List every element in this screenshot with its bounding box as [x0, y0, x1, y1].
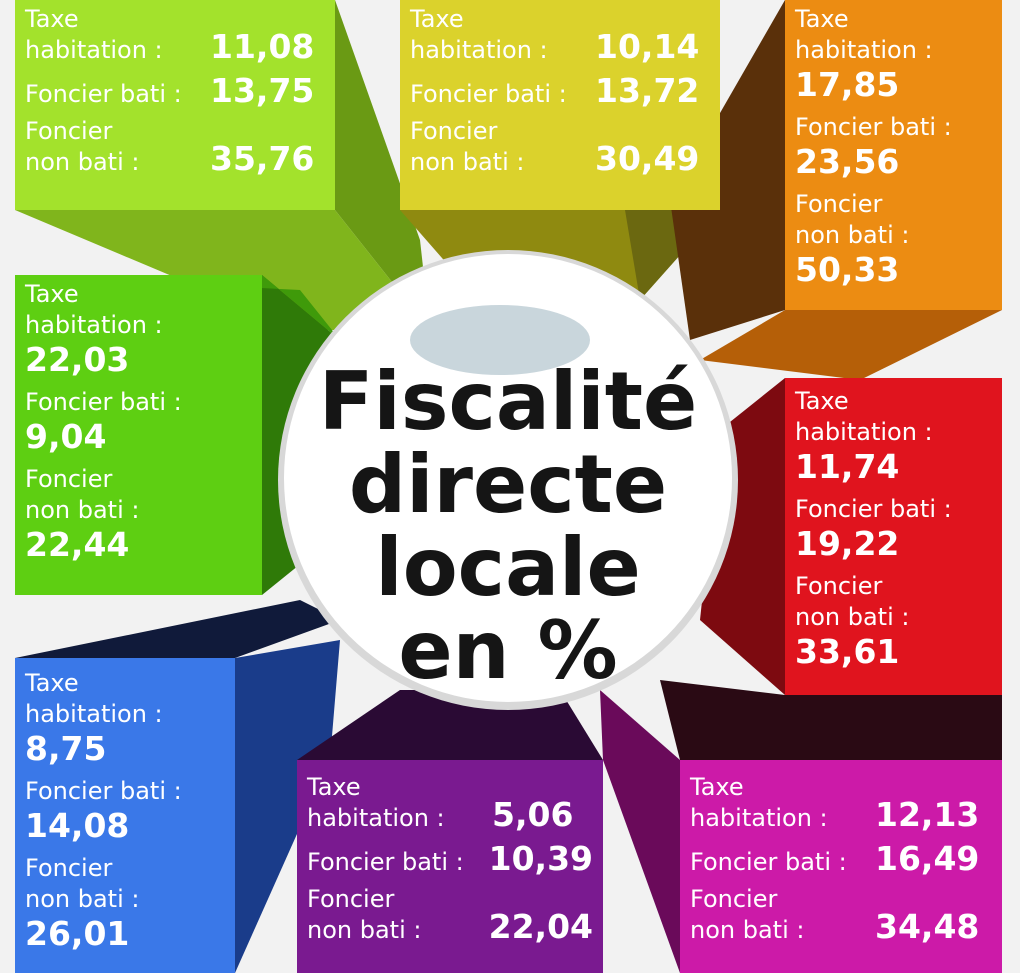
tax-row: Foncier bati : 13,72	[410, 72, 710, 110]
extrusion	[670, 0, 785, 340]
tax-value: 33,61	[795, 632, 900, 671]
tax-row: Foncier non bati : 35,76	[25, 116, 325, 178]
tax-row: Foncier bati :14,08	[25, 776, 225, 845]
tax-box: Taxe habitation :11,74 Foncier bati :19,2…	[785, 378, 1002, 695]
tax-row: Taxe habitation :11,74	[795, 386, 992, 486]
tax-row: Taxe habitation :22,03	[25, 279, 252, 379]
tax-label: Foncier non bati :	[25, 854, 140, 913]
tax-value: 10,14	[595, 27, 700, 66]
tax-row: Foncier bati : 10,39	[307, 840, 593, 878]
tax-row: Foncier non bati : 22,04	[307, 884, 593, 946]
tax-label: Taxe habitation :	[25, 280, 163, 339]
tax-label: Taxe habitation :	[25, 669, 163, 728]
tax-value: 35,76	[210, 139, 315, 178]
tax-row: Foncier non bati :50,33	[795, 189, 992, 289]
tax-value: 8,75	[25, 729, 107, 768]
tax-label: Foncier non bati :	[410, 117, 525, 176]
tax-box: Taxe habitation :22,03 Foncier bati :9,04…	[15, 275, 262, 595]
tax-label: Foncier bati :	[25, 388, 182, 416]
tax-row: Foncier non bati : 34,48	[690, 884, 992, 946]
tax-label: Taxe habitation :	[795, 387, 933, 446]
tax-value: 11,08	[210, 27, 315, 66]
tax-label: Foncier bati :	[307, 848, 464, 876]
tax-box: Taxe habitation : 5,06 Foncier bati : 10,39…	[297, 760, 603, 973]
tax-label: Taxe habitation :	[410, 5, 548, 64]
tax-box: Taxe habitation : 11,08 Foncier bati : 13,7…	[15, 0, 335, 210]
tax-label: Foncier bati :	[25, 777, 182, 805]
tax-value: 13,75	[210, 71, 315, 110]
tax-value: 16,49	[875, 839, 980, 878]
tax-value: 13,72	[595, 71, 700, 110]
tax-label: Taxe habitation :	[690, 773, 828, 832]
tax-label: Foncier non bati :	[795, 572, 910, 631]
extrusion	[235, 640, 340, 973]
extrusion	[660, 680, 1002, 760]
tax-label: Foncier non bati :	[25, 465, 140, 524]
tax-label: Taxe habitation :	[795, 5, 933, 64]
tax-label: Taxe habitation :	[25, 5, 163, 64]
tax-row: Foncier non bati :26,01	[25, 853, 225, 953]
title-line: Fiscalité	[318, 355, 698, 448]
extrusion	[335, 0, 430, 330]
tax-box: Taxe habitation : 10,14 Foncier bati : 13,7…	[400, 0, 720, 210]
tax-row: Foncier bati :9,04	[25, 387, 252, 456]
tax-box: Taxe habitation :17,85 Foncier bati :23,5…	[785, 0, 1002, 310]
extrusion	[700, 310, 1002, 380]
tax-label: Foncier bati :	[410, 80, 567, 108]
tax-value: 14,08	[25, 806, 130, 845]
tax-box: Taxe habitation : 12,13 Foncier bati : 16,4…	[680, 760, 1002, 973]
tax-label: Foncier non bati :	[795, 190, 910, 249]
tax-label: Foncier non bati :	[307, 885, 422, 944]
tax-value: 5,06	[492, 795, 574, 834]
tax-value: 22,04	[488, 907, 593, 946]
tax-row: Taxe habitation : 10,14	[410, 4, 710, 66]
tax-row: Taxe habitation :8,75	[25, 668, 225, 768]
tax-row: Foncier bati :19,22	[795, 494, 992, 563]
tax-value: 34,48	[875, 907, 980, 946]
tax-row: Foncier non bati :22,44	[25, 464, 252, 564]
world-map	[410, 305, 590, 375]
tax-label: Foncier bati :	[25, 80, 182, 108]
title-line: locale	[375, 521, 641, 614]
tax-value: 12,13	[875, 795, 980, 834]
tax-row: Foncier non bati : 30,49	[410, 116, 710, 178]
tax-value: 22,44	[25, 525, 130, 564]
tax-row: Taxe habitation : 11,08	[25, 4, 325, 66]
extrusion	[15, 600, 340, 658]
tax-row: Foncier bati :23,56	[795, 112, 992, 181]
tax-row: Taxe habitation : 12,13	[690, 772, 992, 834]
tax-row: Foncier non bati :33,61	[795, 571, 992, 671]
tax-label: Foncier bati :	[795, 495, 952, 523]
tax-value: 9,04	[25, 417, 107, 456]
tax-value: 23,56	[795, 142, 900, 181]
tax-row: Foncier bati : 16,49	[690, 840, 992, 878]
circle	[284, 254, 732, 702]
extrusion	[15, 210, 430, 330]
tax-row: Foncier bati : 13,75	[25, 72, 325, 110]
tax-label: Foncier non bati :	[690, 885, 805, 944]
tax-value: 50,33	[795, 250, 900, 289]
title-line: en %	[398, 604, 618, 697]
title-line: directe	[348, 438, 668, 531]
tax-row: Taxe habitation :17,85	[795, 4, 992, 104]
tax-label: Taxe habitation :	[307, 773, 445, 832]
tax-row: Taxe habitation : 5,06	[307, 772, 593, 834]
tax-label: Foncier non bati :	[25, 117, 140, 176]
tax-value: 19,22	[795, 524, 900, 563]
tax-label: Foncier bati :	[795, 113, 952, 141]
tax-value: 17,85	[795, 65, 900, 104]
tax-label: Foncier bati :	[690, 848, 847, 876]
tax-value: 11,74	[795, 447, 900, 486]
extrusion	[600, 690, 680, 973]
tax-value: 22,03	[25, 340, 130, 379]
tax-value: 30,49	[595, 139, 700, 178]
tax-value: 26,01	[25, 914, 130, 953]
tax-box: Taxe habitation :8,75 Foncier bati :14,08…	[15, 658, 235, 973]
tax-value: 10,39	[488, 839, 593, 878]
